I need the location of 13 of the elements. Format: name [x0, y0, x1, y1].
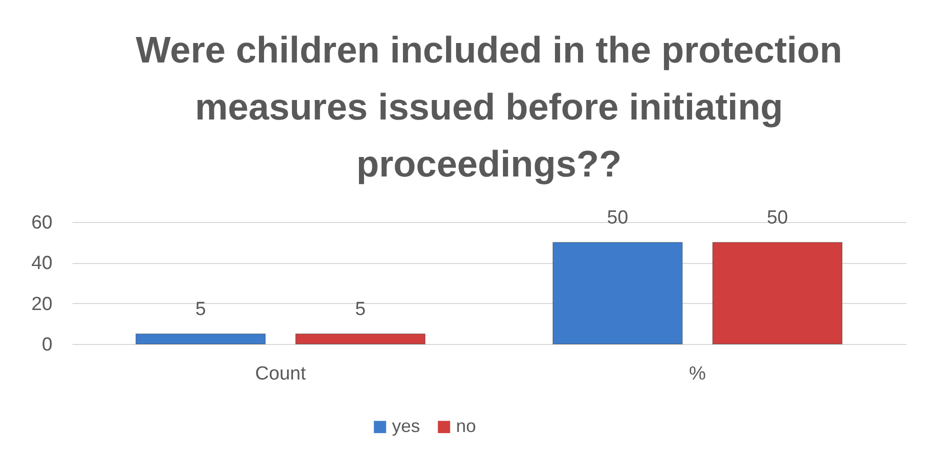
y-tick-label: 40 — [31, 253, 52, 274]
y-tick-label: 0 — [42, 334, 52, 356]
y-tick-label: 20 — [31, 294, 52, 315]
data-label: 5 — [355, 298, 366, 320]
data-label: 50 — [766, 207, 788, 228]
legend-label: yes — [392, 416, 420, 436]
x-tick-label: Count — [255, 364, 307, 384]
chart-title: Were children included in the protection measures issued before initiating proceedings?? — [136, 29, 842, 184]
data-label: 50 — [607, 207, 628, 228]
y-tick-label: 60 — [31, 212, 52, 234]
legend-label: no — [456, 416, 476, 436]
x-tick-label: % — [689, 364, 706, 384]
data-label: 5 — [195, 298, 206, 320]
